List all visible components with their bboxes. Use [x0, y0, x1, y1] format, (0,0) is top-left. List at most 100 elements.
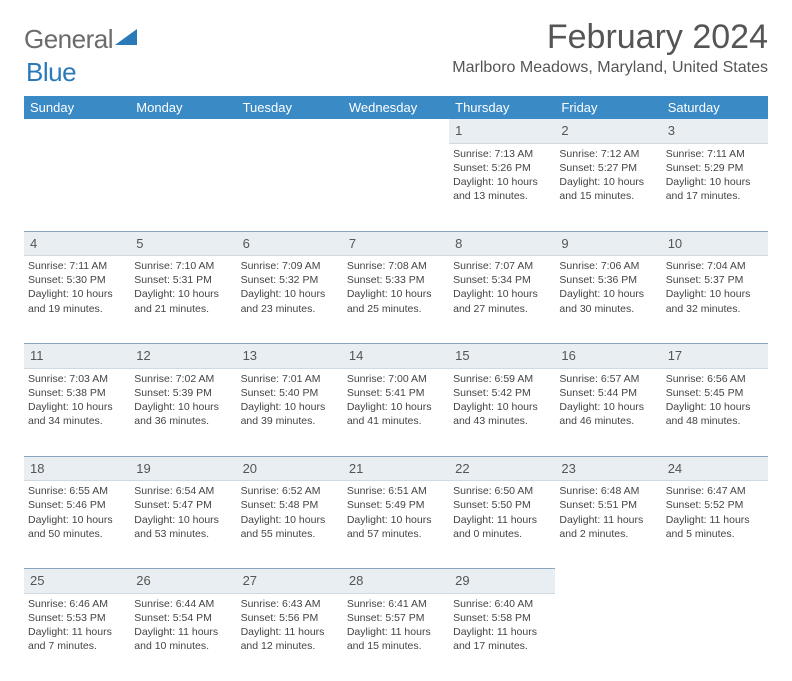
- day2-text: and 10 minutes.: [134, 639, 232, 653]
- day-cell: Sunrise: 7:07 AMSunset: 5:34 PMDaylight:…: [449, 256, 555, 344]
- day1-text: Daylight: 11 hours: [559, 513, 657, 527]
- sunrise-text: Sunrise: 7:11 AM: [666, 147, 764, 161]
- sunset-text: Sunset: 5:42 PM: [453, 386, 551, 400]
- col-sat: Saturday: [662, 96, 768, 119]
- day2-text: and 27 minutes.: [453, 302, 551, 316]
- sunrise-text: Sunrise: 7:11 AM: [28, 259, 126, 273]
- day-cell: Sunrise: 6:56 AMSunset: 5:45 PMDaylight:…: [662, 368, 768, 456]
- day-number: 9: [555, 231, 661, 256]
- day-number: 11: [24, 344, 130, 369]
- sunset-text: Sunset: 5:45 PM: [666, 386, 764, 400]
- day-cell: Sunrise: 6:52 AMSunset: 5:48 PMDaylight:…: [237, 481, 343, 569]
- day2-text: and 43 minutes.: [453, 414, 551, 428]
- month-title: February 2024: [452, 18, 768, 57]
- day1-text: Daylight: 10 hours: [241, 400, 339, 414]
- day-cell: Sunrise: 7:12 AMSunset: 5:27 PMDaylight:…: [555, 143, 661, 231]
- location-text: Marlboro Meadows, Maryland, United State…: [452, 59, 768, 77]
- day2-text: and 12 minutes.: [241, 639, 339, 653]
- sunrise-text: Sunrise: 6:51 AM: [347, 484, 445, 498]
- col-sun: Sunday: [24, 96, 130, 119]
- day1-text: Daylight: 10 hours: [666, 175, 764, 189]
- day1-text: Daylight: 10 hours: [559, 287, 657, 301]
- day-number: 24: [662, 456, 768, 481]
- sunrise-text: Sunrise: 6:48 AM: [559, 484, 657, 498]
- day-number: [237, 119, 343, 143]
- sunset-text: Sunset: 5:53 PM: [28, 611, 126, 625]
- day-number: 27: [237, 569, 343, 594]
- day-number: 23: [555, 456, 661, 481]
- sunset-text: Sunset: 5:41 PM: [347, 386, 445, 400]
- day2-text: and 13 minutes.: [453, 189, 551, 203]
- day2-text: and 32 minutes.: [666, 302, 764, 316]
- sunset-text: Sunset: 5:48 PM: [241, 498, 339, 512]
- day-cell: Sunrise: 7:11 AMSunset: 5:30 PMDaylight:…: [24, 256, 130, 344]
- day2-text: and 19 minutes.: [28, 302, 126, 316]
- day-number: 16: [555, 344, 661, 369]
- day-number: [343, 119, 449, 143]
- day-number: 26: [130, 569, 236, 594]
- day1-text: Daylight: 10 hours: [559, 400, 657, 414]
- calendar-body: 123Sunrise: 7:13 AMSunset: 5:26 PMDaylig…: [24, 119, 768, 681]
- sunrise-text: Sunrise: 6:57 AM: [559, 372, 657, 386]
- sunrise-text: Sunrise: 7:13 AM: [453, 147, 551, 161]
- day1-text: Daylight: 10 hours: [347, 513, 445, 527]
- day-number: 2: [555, 119, 661, 143]
- day-cell: Sunrise: 6:47 AMSunset: 5:52 PMDaylight:…: [662, 481, 768, 569]
- brand-logo: General: [24, 18, 139, 55]
- sunset-text: Sunset: 5:33 PM: [347, 273, 445, 287]
- day-cell: Sunrise: 6:50 AMSunset: 5:50 PMDaylight:…: [449, 481, 555, 569]
- col-fri: Friday: [555, 96, 661, 119]
- day-number: 4: [24, 231, 130, 256]
- sunrise-text: Sunrise: 6:43 AM: [241, 597, 339, 611]
- sunrise-text: Sunrise: 7:04 AM: [666, 259, 764, 273]
- sunset-text: Sunset: 5:36 PM: [559, 273, 657, 287]
- day-cell: Sunrise: 6:51 AMSunset: 5:49 PMDaylight:…: [343, 481, 449, 569]
- day2-text: and 41 minutes.: [347, 414, 445, 428]
- day-cell: [130, 143, 236, 231]
- day1-text: Daylight: 10 hours: [28, 513, 126, 527]
- sunrise-text: Sunrise: 6:52 AM: [241, 484, 339, 498]
- day-cell: Sunrise: 6:46 AMSunset: 5:53 PMDaylight:…: [24, 593, 130, 681]
- sunset-text: Sunset: 5:46 PM: [28, 498, 126, 512]
- day-number: 15: [449, 344, 555, 369]
- sunrise-text: Sunrise: 6:40 AM: [453, 597, 551, 611]
- sunrise-text: Sunrise: 7:03 AM: [28, 372, 126, 386]
- col-thu: Thursday: [449, 96, 555, 119]
- day-cell: Sunrise: 7:03 AMSunset: 5:38 PMDaylight:…: [24, 368, 130, 456]
- sunset-text: Sunset: 5:57 PM: [347, 611, 445, 625]
- day2-text: and 53 minutes.: [134, 527, 232, 541]
- day-cell: Sunrise: 7:11 AMSunset: 5:29 PMDaylight:…: [662, 143, 768, 231]
- sunset-text: Sunset: 5:47 PM: [134, 498, 232, 512]
- sunrise-text: Sunrise: 6:44 AM: [134, 597, 232, 611]
- sunset-text: Sunset: 5:50 PM: [453, 498, 551, 512]
- col-mon: Monday: [130, 96, 236, 119]
- day2-text: and 55 minutes.: [241, 527, 339, 541]
- day1-text: Daylight: 10 hours: [666, 400, 764, 414]
- day2-text: and 39 minutes.: [241, 414, 339, 428]
- sunrise-text: Sunrise: 6:47 AM: [666, 484, 764, 498]
- day-cell: Sunrise: 6:57 AMSunset: 5:44 PMDaylight:…: [555, 368, 661, 456]
- sunrise-text: Sunrise: 6:54 AM: [134, 484, 232, 498]
- sunrise-text: Sunrise: 6:46 AM: [28, 597, 126, 611]
- sunrise-text: Sunrise: 7:08 AM: [347, 259, 445, 273]
- day2-text: and 17 minutes.: [666, 189, 764, 203]
- day1-text: Daylight: 11 hours: [453, 625, 551, 639]
- sunrise-text: Sunrise: 6:59 AM: [453, 372, 551, 386]
- day-cell: Sunrise: 7:00 AMSunset: 5:41 PMDaylight:…: [343, 368, 449, 456]
- day-cell: Sunrise: 7:08 AMSunset: 5:33 PMDaylight:…: [343, 256, 449, 344]
- day-content-row: Sunrise: 6:55 AMSunset: 5:46 PMDaylight:…: [24, 481, 768, 569]
- day-number: 3: [662, 119, 768, 143]
- day-cell: Sunrise: 7:10 AMSunset: 5:31 PMDaylight:…: [130, 256, 236, 344]
- day-header-row: Sunday Monday Tuesday Wednesday Thursday…: [24, 96, 768, 119]
- day-number: 12: [130, 344, 236, 369]
- daynum-row: 2526272829: [24, 569, 768, 594]
- sunset-text: Sunset: 5:39 PM: [134, 386, 232, 400]
- day1-text: Daylight: 10 hours: [134, 287, 232, 301]
- daynum-row: 18192021222324: [24, 456, 768, 481]
- day2-text: and 15 minutes.: [347, 639, 445, 653]
- day-number: 8: [449, 231, 555, 256]
- day1-text: Daylight: 11 hours: [666, 513, 764, 527]
- day1-text: Daylight: 11 hours: [28, 625, 126, 639]
- sunrise-text: Sunrise: 6:41 AM: [347, 597, 445, 611]
- day-cell: Sunrise: 6:48 AMSunset: 5:51 PMDaylight:…: [555, 481, 661, 569]
